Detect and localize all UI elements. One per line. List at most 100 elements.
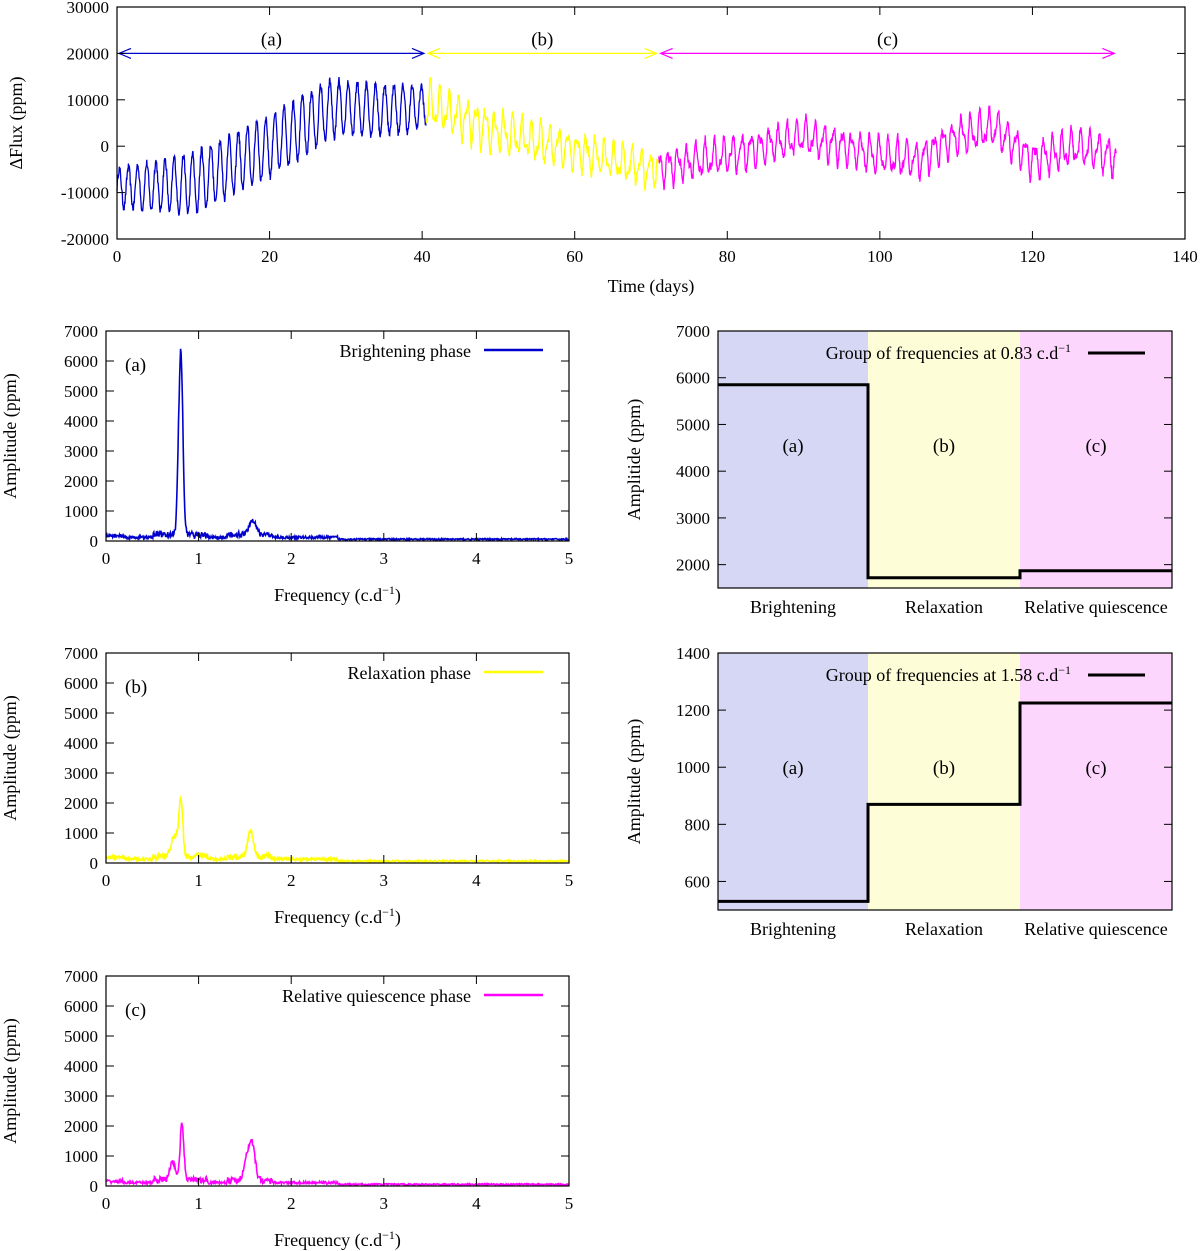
x-tick-label: 1 bbox=[194, 1194, 203, 1213]
chart-group-083: (a) Brightening (b) Relaxation (c) Relative q… bbox=[624, 322, 1173, 617]
y-tick-label: 800 bbox=[685, 815, 711, 834]
series-phase-a bbox=[116, 77, 427, 216]
series-phase-b bbox=[425, 77, 660, 192]
y-tick-label: 0 bbox=[101, 137, 110, 156]
y-tick-label: 3000 bbox=[676, 509, 710, 528]
y-tick-label: 7000 bbox=[64, 644, 98, 663]
chart-spec-b: 0 1 2 3 4 5 0 1000 2000 3000 4000 5000 6000 7000 Frequ… bbox=[0, 644, 573, 928]
y-tick-label: 10000 bbox=[67, 91, 110, 110]
x-tick-label: 2 bbox=[287, 1194, 296, 1213]
plot-frame bbox=[105, 652, 570, 864]
spectrum-line bbox=[105, 348, 570, 543]
x-tick-label: 0 bbox=[102, 1194, 111, 1213]
x-tick-label: 100 bbox=[867, 247, 893, 266]
x-axis-label: Frequency (c.d−1) bbox=[274, 583, 401, 606]
y-tick-label: 6000 bbox=[64, 352, 98, 371]
y-tick-label: 4000 bbox=[676, 462, 710, 481]
x-tick-label: 4 bbox=[472, 549, 481, 568]
y-tick-label: 4000 bbox=[64, 412, 98, 431]
x-tick-label: 0 bbox=[102, 549, 111, 568]
plot-frame bbox=[717, 652, 1173, 911]
band-label-2: (b) bbox=[933, 758, 955, 779]
x-tick-label: 80 bbox=[719, 247, 736, 266]
chart-spec-c: 0 1 2 3 4 5 0 1000 2000 3000 4000 5000 6000 7000 Frequ… bbox=[0, 967, 573, 1251]
x-axis-label: Frequency (c.d−1) bbox=[274, 1228, 401, 1251]
series-phase-c bbox=[657, 104, 1117, 191]
phase-label-b: (b) bbox=[531, 29, 553, 50]
y-tick-label: 2000 bbox=[676, 556, 710, 575]
y-axis-label: ΔFlux (ppm) bbox=[6, 76, 27, 169]
band-label-1: (a) bbox=[782, 758, 803, 779]
phase-band-1 bbox=[718, 331, 868, 588]
y-tick-label: 6000 bbox=[64, 997, 98, 1016]
x-tick-label: 0 bbox=[102, 871, 111, 890]
y-tick-label: 1000 bbox=[64, 824, 98, 843]
x-tick-label: 0 bbox=[113, 247, 122, 266]
category-label-1: Brightening bbox=[750, 919, 836, 939]
y-tick-label: 30000 bbox=[67, 0, 110, 17]
y-tick-label: 2000 bbox=[64, 472, 98, 491]
x-tick-label: 4 bbox=[472, 871, 481, 890]
plot-frame bbox=[717, 330, 1173, 589]
y-tick-label: 0 bbox=[90, 532, 99, 551]
x-tick-label: 60 bbox=[566, 247, 583, 266]
y-tick-label: 7000 bbox=[64, 967, 98, 986]
y-axis-label: Amplitude (ppm) bbox=[0, 695, 21, 820]
arrow-head-right bbox=[1102, 47, 1116, 59]
y-tick-label: 4000 bbox=[64, 734, 98, 753]
plot-frame bbox=[105, 330, 570, 542]
category-label-2: Relaxation bbox=[905, 919, 983, 939]
y-tick-label: 5000 bbox=[64, 382, 98, 401]
y-axis-label: Amplitude (ppm) bbox=[624, 719, 645, 844]
y-tick-label: 3000 bbox=[64, 1087, 98, 1106]
y-tick-label: 6000 bbox=[64, 674, 98, 693]
x-axis-label: Frequency (c.d−1) bbox=[274, 905, 401, 928]
category-label-1: Brightening bbox=[750, 597, 836, 617]
x-tick-label: 3 bbox=[380, 549, 389, 568]
y-tick-label: 5000 bbox=[64, 1027, 98, 1046]
phase-band-3 bbox=[1020, 331, 1172, 588]
y-tick-label: 0 bbox=[90, 1177, 99, 1196]
x-tick-label: 120 bbox=[1020, 247, 1046, 266]
y-tick-label: 7000 bbox=[64, 322, 98, 341]
band-label-3: (c) bbox=[1085, 758, 1106, 779]
panel-label: (b) bbox=[125, 677, 147, 698]
category-label-3: Relative quiescence bbox=[1024, 597, 1167, 617]
y-tick-label: 0 bbox=[90, 854, 99, 873]
x-tick-label: 2 bbox=[287, 871, 296, 890]
step-line bbox=[718, 701, 1172, 903]
y-tick-label: 2000 bbox=[64, 794, 98, 813]
legend-text: Relaxation phase bbox=[348, 663, 471, 683]
phase-band-2 bbox=[868, 331, 1020, 588]
band-label-3: (c) bbox=[1085, 436, 1106, 457]
y-axis-label: Amplitude (ppm) bbox=[0, 1018, 21, 1143]
plot-frame bbox=[116, 6, 1186, 240]
y-axis-label: Amplitide (ppm) bbox=[624, 399, 645, 520]
y-tick-label: 6000 bbox=[676, 369, 710, 388]
phase-band-3 bbox=[1020, 653, 1172, 910]
y-tick-label: 5000 bbox=[64, 704, 98, 723]
x-tick-label: 40 bbox=[414, 247, 431, 266]
x-tick-label: 4 bbox=[472, 1194, 481, 1213]
plot-frame bbox=[105, 975, 570, 1187]
phase-band-1 bbox=[718, 653, 868, 910]
category-label-3: Relative quiescence bbox=[1024, 919, 1167, 939]
panel-label: (c) bbox=[125, 1000, 146, 1021]
y-tick-label: 1200 bbox=[676, 701, 710, 720]
x-tick-label: 20 bbox=[261, 247, 278, 266]
x-tick-label: 3 bbox=[380, 1194, 389, 1213]
y-axis-label: Amplitude (ppm) bbox=[0, 373, 21, 498]
phase-label-a: (a) bbox=[261, 29, 282, 50]
y-tick-label: 1000 bbox=[64, 1147, 98, 1166]
x-tick-label: 5 bbox=[565, 871, 574, 890]
arrow-head-right bbox=[411, 47, 426, 59]
y-tick-label: 600 bbox=[685, 872, 711, 891]
y-tick-label: 2000 bbox=[64, 1117, 98, 1136]
chart-lightcurve: (a) (b) (c) 0 20 40 60 80 100 120 140 -20000 -10000 0… bbox=[6, 0, 1198, 297]
x-tick-label: 1 bbox=[194, 549, 203, 568]
arrow-head-left bbox=[426, 47, 441, 59]
x-tick-label: 5 bbox=[565, 549, 574, 568]
chart-group-158: (a) Brightening (b) Relaxation (c) Relative q… bbox=[624, 644, 1173, 939]
y-tick-label: 5000 bbox=[676, 415, 710, 434]
